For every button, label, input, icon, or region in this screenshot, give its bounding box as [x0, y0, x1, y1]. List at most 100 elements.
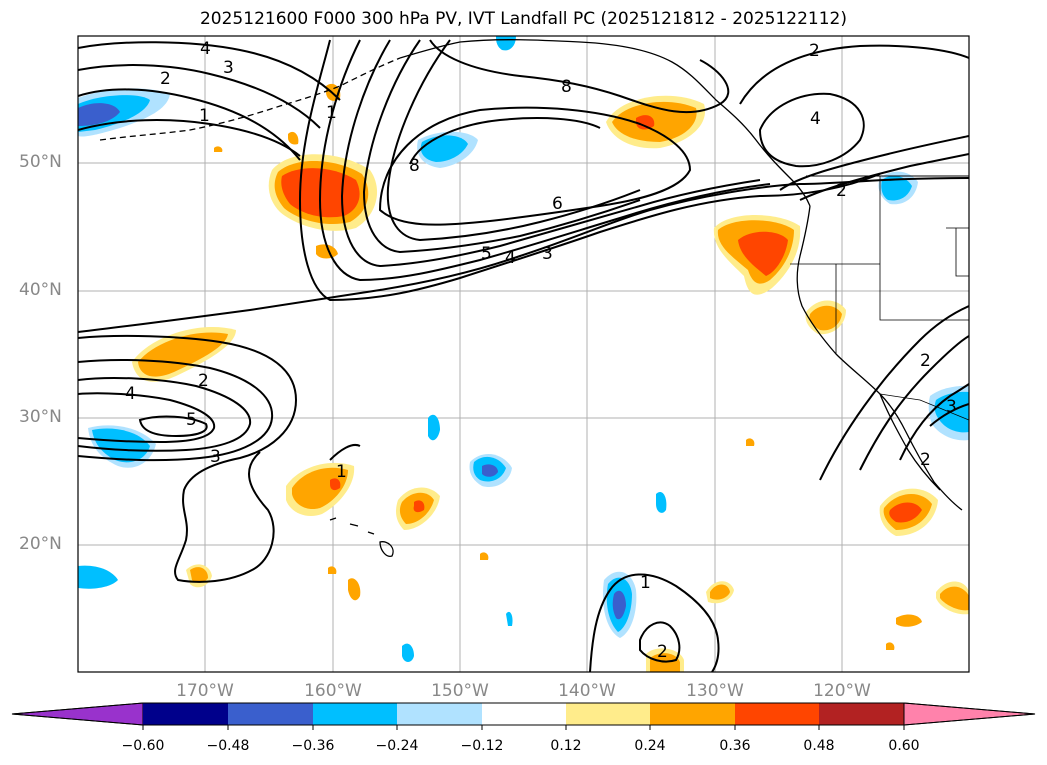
- state-borders: [790, 176, 969, 354]
- pv-contours: [78, 39, 969, 672]
- colorbar-extend-low: [11, 702, 144, 726]
- colorbar-tick-label: −0.36: [291, 738, 335, 754]
- lat-label-40n: 40°N: [19, 280, 62, 300]
- pv-contour-1d: [799, 153, 969, 201]
- colorbar-tick-label: −0.60: [121, 738, 165, 754]
- shaded-anomalies: [78, 36, 969, 672]
- colorbar-swatch: [313, 703, 397, 725]
- colorbar-tick-label: −0.24: [375, 738, 419, 754]
- contour-label: 3: [210, 447, 221, 467]
- pv-contour-1g: [589, 573, 720, 672]
- colorbar-tick-label: 0.60: [888, 738, 920, 754]
- colorbar-tick-label: 0.36: [719, 738, 751, 754]
- colorbar-swatch: [650, 703, 735, 725]
- contour-label: 8: [561, 77, 572, 97]
- pv-contour-1f: [819, 305, 969, 481]
- colorbar-tick-label: 0.24: [634, 738, 666, 754]
- pv-contour-1e: [78, 334, 298, 583]
- contour-label: 3: [223, 58, 234, 78]
- contour-label: 4: [505, 248, 516, 268]
- contour-label: 2: [198, 371, 209, 391]
- colorbar-swatch: [735, 703, 819, 725]
- colorbar-tick-label: −0.48: [206, 738, 250, 754]
- contour-label: 5: [481, 244, 492, 264]
- hawaiian-islands: [329, 517, 394, 557]
- contour-label: 1: [199, 106, 210, 126]
- pv-contour-3a: [78, 64, 321, 129]
- pv-contour-4b: [362, 39, 641, 254]
- contour-label: 1: [640, 573, 651, 593]
- baja-california: [879, 393, 941, 491]
- pv-contour-0.5: [78, 177, 969, 333]
- colorbar-extend-high: [903, 702, 1036, 726]
- pv-contour-2g: [639, 621, 681, 663]
- colorbar-tick-label: 0.48: [803, 738, 835, 754]
- pv-contour-4a: [78, 41, 341, 101]
- colorbar-swatch: [482, 703, 566, 725]
- pv-contour-3f: [899, 383, 969, 461]
- graticule: [78, 36, 969, 672]
- pv-contour-2a: [78, 88, 301, 161]
- lon-label-140w: 140°W: [558, 681, 616, 701]
- contour-label: 1: [326, 103, 337, 123]
- pv-contour-3b: [340, 39, 761, 268]
- colorbar-tick-label: 0.12: [550, 738, 582, 754]
- contour-label: 3: [946, 397, 957, 417]
- pv-contour-4f: [929, 403, 969, 427]
- mexico-border: [879, 393, 969, 421]
- contour-label: 8: [409, 156, 420, 176]
- lon-label-160w: 160°W: [304, 681, 362, 701]
- contour-label: 2: [920, 351, 931, 371]
- contour-labels: 4 3 2 1 1 8 8 6 5 4 3 2 4 2 2 4 2 5 3 1 …: [125, 39, 957, 662]
- map-title: 2025121600 F000 300 hPa PV, IVT Landfall…: [199, 9, 847, 29]
- contour-label: 2: [657, 642, 668, 662]
- colorbar-swatch: [228, 703, 313, 725]
- contour-label: 5: [186, 410, 197, 430]
- contour-label: 4: [125, 384, 136, 404]
- pv-contour-5e: [138, 415, 208, 438]
- aleutian-islands: [99, 57, 401, 141]
- pv-contour-2d: [779, 135, 969, 191]
- lat-label-30n: 30°N: [19, 407, 62, 427]
- colorbar-swatch: [819, 703, 904, 725]
- lon-label-130w: 130°W: [686, 681, 744, 701]
- coastlines: [99, 39, 969, 557]
- contour-label: 1: [336, 462, 347, 482]
- us-west-coast: [796, 205, 963, 511]
- pv-contour-4c: [758, 92, 865, 168]
- contour-label: 2: [809, 41, 820, 61]
- contour-label: 4: [810, 109, 821, 129]
- pv-contour-2f: [859, 335, 969, 471]
- contour-label: 4: [200, 39, 211, 59]
- lon-label-150w: 150°W: [431, 681, 489, 701]
- negative-anomalies: [78, 36, 969, 662]
- positive-anomalies: [132, 83, 969, 672]
- pv-contour-2e: [78, 359, 274, 462]
- lat-label-20n: 20°N: [19, 534, 62, 554]
- pv-contour-8: [429, 39, 730, 114]
- lat-label-50n: 50°N: [19, 152, 62, 172]
- pv-contour-1h: [329, 444, 361, 461]
- contour-label: 2: [836, 181, 847, 201]
- pv-contour-1a: [78, 119, 301, 157]
- colorbar-swatch: [397, 703, 482, 725]
- pv-contour-6: [378, 106, 692, 226]
- colorbar-tick-label: −0.12: [460, 738, 504, 754]
- pv-contour-2c: [739, 44, 969, 105]
- alaska-bc-coast: [399, 39, 811, 207]
- contour-label: 2: [920, 450, 931, 470]
- pv-contour-1b: [298, 39, 881, 302]
- pv-contour-5b: [386, 39, 641, 242]
- map-background: [78, 36, 969, 672]
- contour-label: 3: [542, 244, 553, 264]
- map-frame: [77, 35, 970, 673]
- colorbar-ticks: [142, 725, 905, 730]
- colorbar-swatch: [143, 703, 228, 725]
- pv-contour-3e: [78, 377, 252, 452]
- contour-label: 6: [552, 194, 563, 214]
- colorbar-swatch: [566, 703, 650, 725]
- pv-contour-2b: [318, 39, 771, 282]
- pv-contour-8b: [409, 117, 601, 165]
- colorbar: [11, 702, 1036, 730]
